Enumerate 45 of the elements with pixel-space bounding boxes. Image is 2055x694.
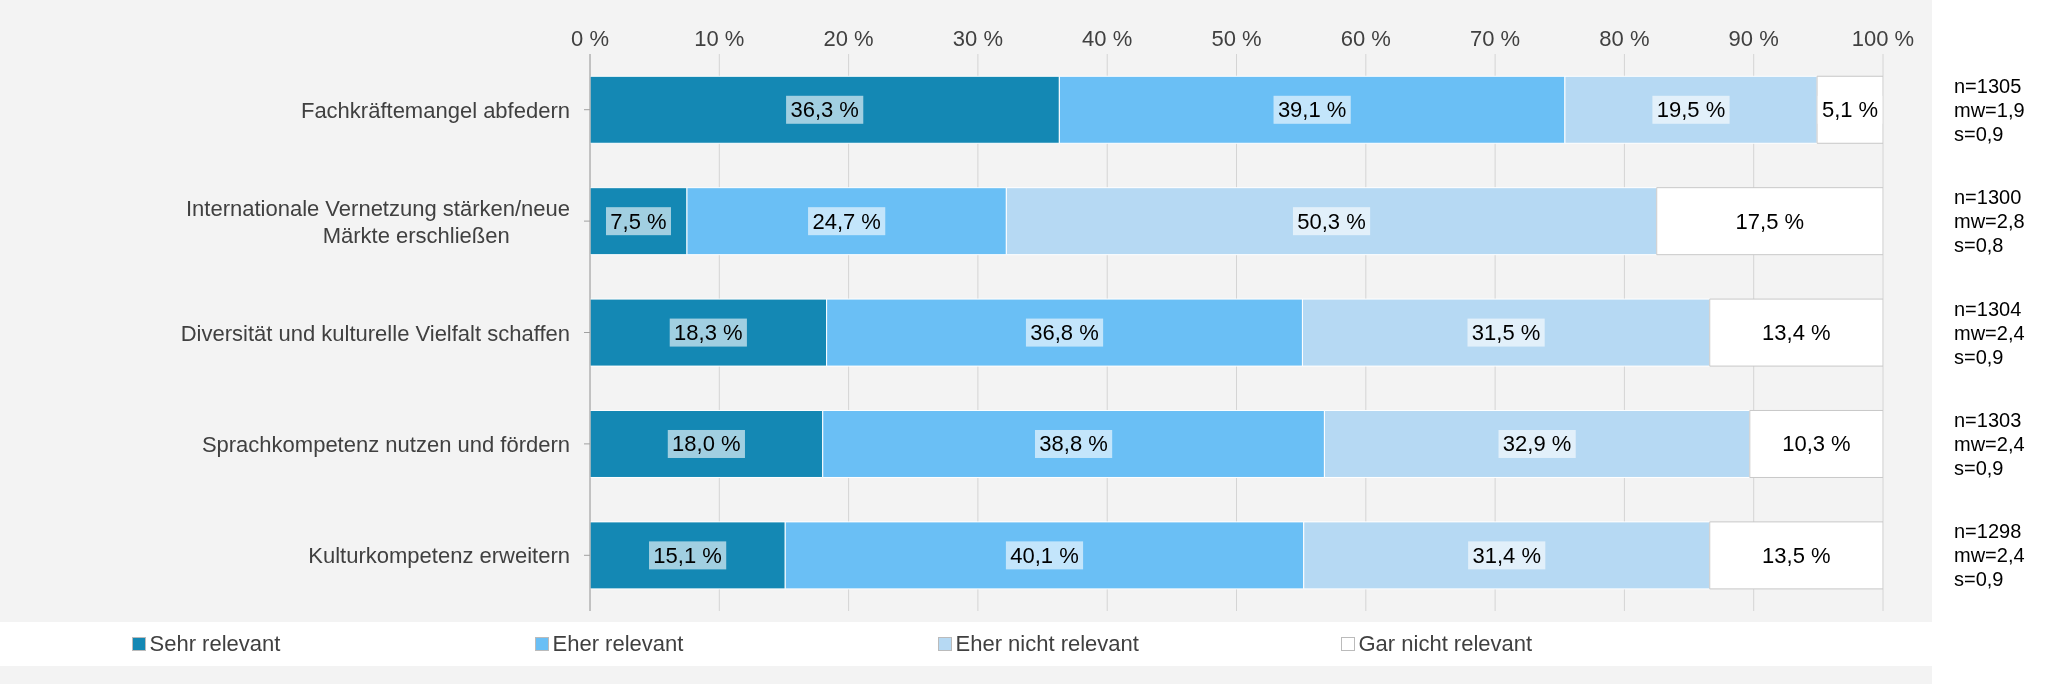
text: n=1300 mw=2,8 s=0,8 xyxy=(1954,185,2025,258)
x-tick-label: 100 % xyxy=(1851,26,1915,51)
y-tick-label: Kulturkompetenz erweitern xyxy=(308,542,570,568)
data-label: 39,1 % xyxy=(1277,97,1347,123)
legend-label: Eher relevant xyxy=(552,631,684,657)
x-tick-label: 80 % xyxy=(1599,26,1650,51)
x-tick-label: 20 % xyxy=(823,26,874,51)
data-label: 40,1 % xyxy=(1010,542,1079,568)
data-label: 13,4 % xyxy=(1762,320,1831,346)
data-label: 32,9 % xyxy=(1502,431,1572,457)
legend-label: Eher nicht relevant xyxy=(955,631,1139,657)
y-tick-label: Fachkräftemangel abfedern xyxy=(300,97,570,123)
x-tick-label: 60 % xyxy=(1340,26,1391,51)
data-label: 31,5 % xyxy=(1471,320,1541,346)
data-label: 17,5 % xyxy=(1735,208,1805,234)
data-label: 18,0 % xyxy=(672,431,741,457)
y-tick-label: Diversität und kulturelle Vielfalt schaffen xyxy=(180,320,570,345)
data-label: 13,5 % xyxy=(1762,542,1831,568)
data-label: 15,1 % xyxy=(653,542,722,568)
text: n=1303 mw=2,4 s=0,9 xyxy=(1954,407,2025,480)
data-label: 50,3 % xyxy=(1297,208,1366,234)
legend-label: Sehr relevant xyxy=(149,631,281,657)
data-label: 36,8 % xyxy=(1030,320,1099,346)
data-label: 18,3 % xyxy=(674,320,743,346)
data-label: 5,1 % xyxy=(1821,97,1879,123)
text: n=1298 mw=2,4 s=0,9 xyxy=(1954,519,2025,592)
data-label: 36,3 % xyxy=(790,97,859,123)
data-label: 31,4 % xyxy=(1472,542,1541,568)
text: n=1304 mw=2,4 s=0,9 xyxy=(1954,296,2025,369)
data-label: 24,7 % xyxy=(812,208,881,234)
data-label: 7,5 % xyxy=(610,208,667,234)
x-tick-label: 70 % xyxy=(1470,26,1521,51)
data-label: 38,8 % xyxy=(1039,431,1108,457)
x-tick-label: 0 % xyxy=(571,26,609,51)
x-tick-label: 90 % xyxy=(1728,26,1779,51)
y-tick-label: Sprachkompetenz nutzen und fördern xyxy=(201,431,570,457)
x-tick-label: 30 % xyxy=(952,26,1003,51)
data-label: 10,3 % xyxy=(1782,431,1851,457)
text: n=1305 mw=1,9 s=0,9 xyxy=(1954,73,2025,146)
x-tick-label: 40 % xyxy=(1082,26,1133,51)
legend-label: Gar nicht relevant xyxy=(1358,631,1533,657)
y-tick-label: Internationale Vernetzung stärken/neue Märkte erschließen xyxy=(185,195,570,248)
x-tick-label: 50 % xyxy=(1211,26,1262,51)
data-label: 19,5 % xyxy=(1656,97,1726,123)
x-tick-label: 10 % xyxy=(694,26,745,51)
